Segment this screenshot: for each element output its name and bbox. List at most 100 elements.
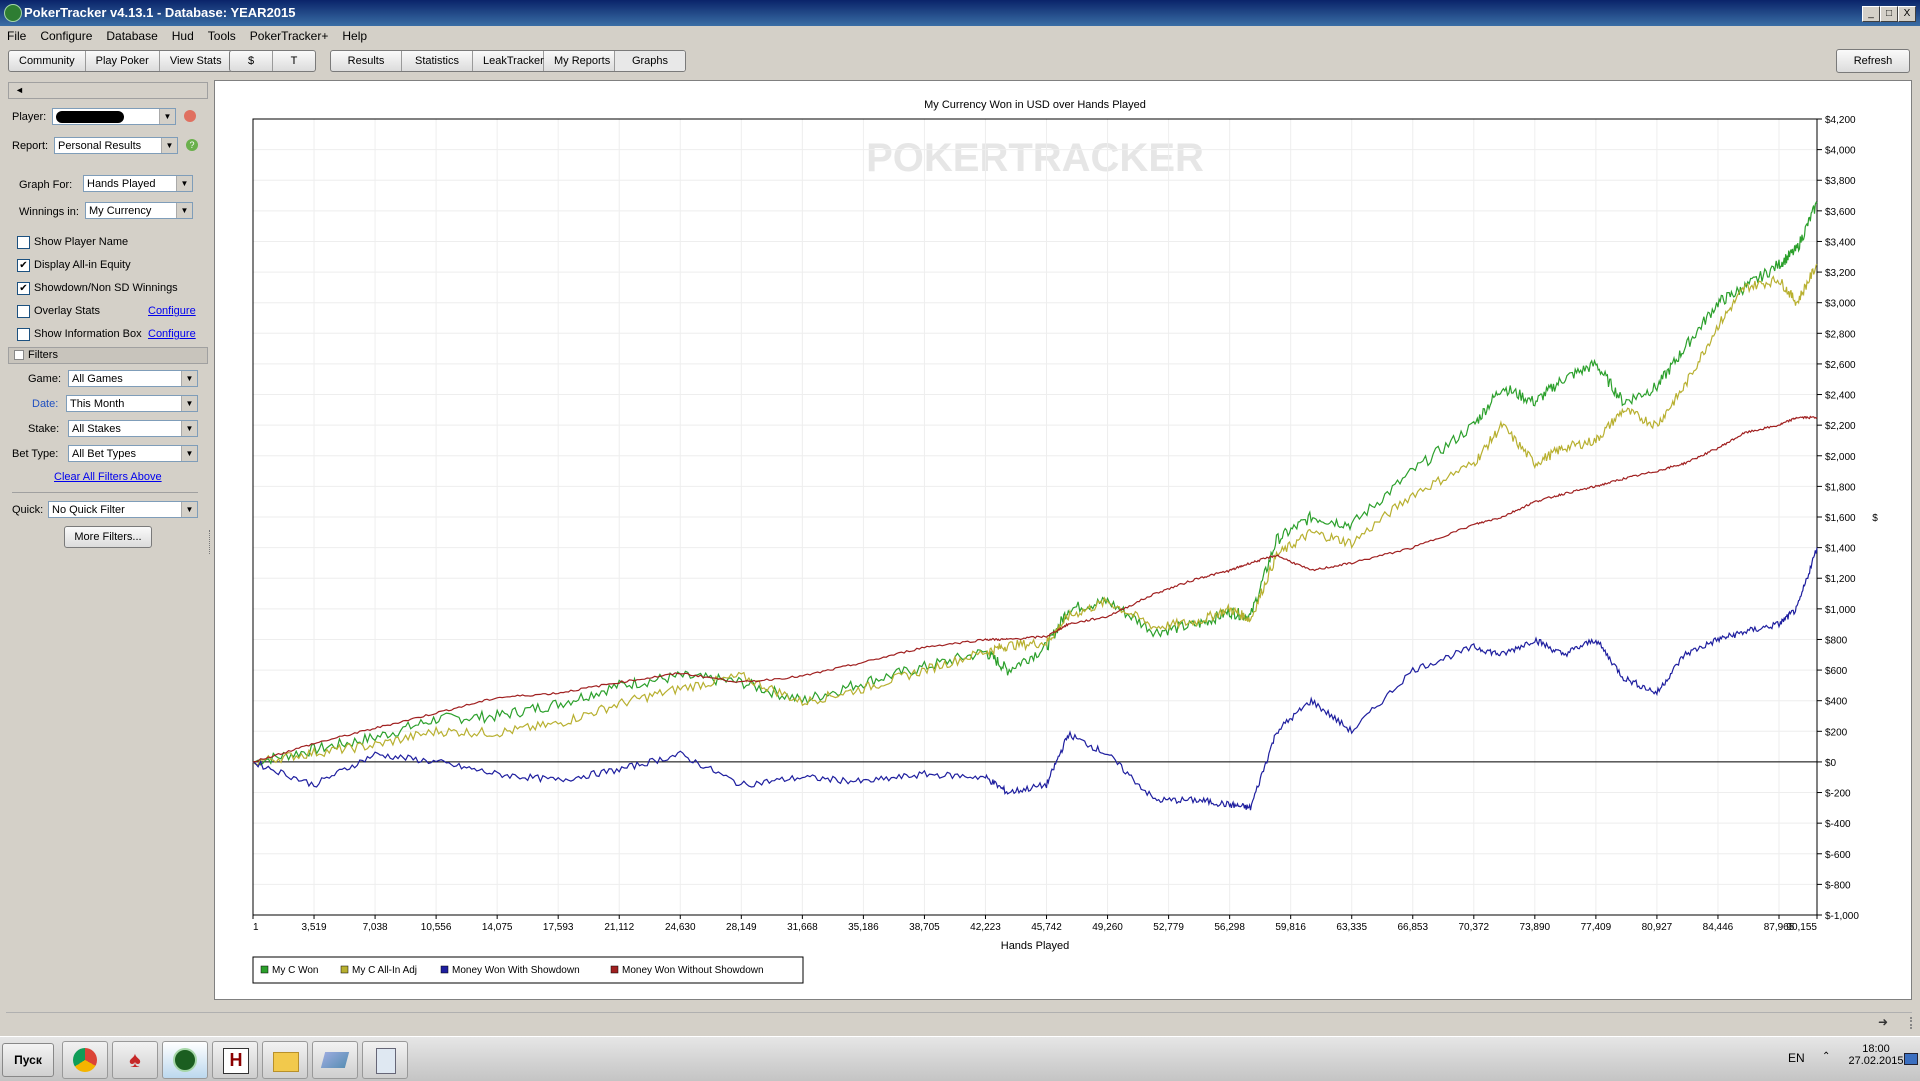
- graph-for-select[interactable]: Hands Played ▼: [83, 175, 193, 192]
- minimize-button[interactable]: _: [1862, 6, 1880, 22]
- graph-for-label: Graph For:: [19, 179, 73, 191]
- series-line-4: [252, 415, 1818, 763]
- show-info-box-checkbox[interactable]: [17, 328, 30, 341]
- panel-splitter-handle[interactable]: [209, 530, 212, 554]
- y-tick-label: $3,400: [1825, 237, 1856, 248]
- menu-configure[interactable]: Configure: [40, 29, 93, 43]
- report-tabs-group: Results Statistics LeakTracker My Report…: [330, 50, 686, 72]
- x-tick-label: 1: [253, 922, 259, 933]
- menu-tools[interactable]: Tools: [207, 29, 236, 43]
- status-bar: ➜: [6, 1012, 1912, 1033]
- chevron-down-icon[interactable]: ▼: [181, 502, 197, 517]
- refresh-button[interactable]: Refresh: [1836, 49, 1910, 73]
- bet-type-filter-select[interactable]: All Bet Types ▼: [68, 445, 198, 462]
- divider: [12, 492, 198, 493]
- date-filter-label: Date:: [32, 398, 59, 410]
- calculator-app-button[interactable]: [362, 1041, 408, 1079]
- chevron-down-icon[interactable]: ▼: [181, 371, 197, 386]
- tab-graphs[interactable]: Graphs: [615, 51, 685, 71]
- tournament-mode-button[interactable]: T: [290, 55, 298, 67]
- player-icon[interactable]: [184, 110, 196, 122]
- y-tick-label: $3,000: [1825, 299, 1856, 310]
- menu-file[interactable]: File: [7, 29, 27, 43]
- x-tick-label: 56,298: [1214, 922, 1245, 933]
- y-tick-label: $4,200: [1825, 115, 1856, 126]
- panel-collapse-bar[interactable]: ◄: [8, 82, 208, 99]
- game-filter-select[interactable]: All Games ▼: [68, 370, 198, 387]
- help-icon[interactable]: ?: [186, 139, 198, 151]
- close-button[interactable]: X: [1898, 6, 1916, 22]
- explorer-app-button[interactable]: [262, 1041, 308, 1079]
- stake-filter-label: Stake:: [28, 423, 60, 435]
- title-bar[interactable]: PokerTracker v4.13.1 - Database: YEAR201…: [0, 0, 1920, 26]
- pokerstars-app-button[interactable]: ♠: [112, 1041, 158, 1079]
- menu-pokertracker-plus[interactable]: PokerTracker+: [249, 29, 329, 43]
- x-tick-label: 10,556: [421, 922, 452, 933]
- start-button[interactable]: Пуск: [2, 1043, 54, 1077]
- cash-mode-button[interactable]: $: [230, 51, 273, 71]
- holdemmanager-app-button[interactable]: H: [212, 1041, 258, 1079]
- stake-filter-select[interactable]: All Stakes ▼: [68, 420, 198, 437]
- menu-hud[interactable]: Hud: [171, 29, 194, 43]
- maximize-button[interactable]: □: [1880, 6, 1898, 22]
- clear-filters-link[interactable]: Clear All Filters Above: [54, 471, 162, 483]
- chevron-down-icon[interactable]: ▼: [159, 109, 175, 124]
- chevron-down-icon[interactable]: ▼: [161, 138, 177, 153]
- show-desktop-icon[interactable]: [1904, 1053, 1918, 1065]
- show-player-name-checkbox[interactable]: [17, 236, 30, 249]
- overlay-stats-checkbox[interactable]: [17, 305, 30, 318]
- y-tick-label: $-800: [1825, 880, 1851, 891]
- showdown-winnings-checkbox[interactable]: ✔: [17, 282, 30, 295]
- y-tick-label: $4,000: [1825, 146, 1856, 157]
- x-tick-label: 63,335: [1336, 922, 1367, 933]
- x-tick-label: 66,853: [1397, 922, 1428, 933]
- eraser-app-button[interactable]: [312, 1041, 358, 1079]
- chrome-app-button[interactable]: [62, 1041, 108, 1079]
- tab-my-reports[interactable]: My Reports: [544, 51, 615, 71]
- x-tick-label: 70,372: [1459, 922, 1490, 933]
- y-tick-label: $1,600: [1825, 513, 1856, 524]
- x-tick-label: 24,630: [665, 922, 696, 933]
- overlay-stats-configure-link[interactable]: Configure: [148, 305, 196, 317]
- graph-panel: My Currency Won in USD over Hands Played…: [214, 80, 1912, 1000]
- chevron-down-icon[interactable]: ▼: [181, 446, 197, 461]
- filters-header[interactable]: Filters: [8, 347, 208, 364]
- play-poker-button[interactable]: Play Poker: [86, 51, 160, 71]
- scroll-right-arrow-icon[interactable]: ➜: [1878, 1015, 1889, 1029]
- chevron-down-icon[interactable]: ▼: [181, 421, 197, 436]
- pokertracker-app-button[interactable]: [162, 1041, 208, 1079]
- menu-help[interactable]: Help: [342, 29, 368, 43]
- player-select[interactable]: ▼: [52, 108, 176, 125]
- collapse-arrow-icon[interactable]: ◄: [15, 85, 24, 95]
- y-tick-label: $2,000: [1825, 452, 1856, 463]
- language-indicator[interactable]: EN: [1788, 1051, 1805, 1065]
- tab-statistics[interactable]: Statistics: [402, 51, 473, 71]
- y-axis-label: $: [1872, 513, 1878, 524]
- menu-database[interactable]: Database: [106, 29, 158, 43]
- display-allin-equity-checkbox[interactable]: ✔: [17, 259, 30, 272]
- report-label: Report:: [12, 140, 49, 152]
- x-tick-label: 35,186: [848, 922, 879, 933]
- quick-filter-select[interactable]: No Quick Filter ▼: [48, 501, 198, 518]
- results-graph[interactable]: My Currency Won in USD over Hands Played…: [215, 81, 1911, 999]
- more-filters-button[interactable]: More Filters...: [64, 526, 152, 548]
- collapse-toggle-icon[interactable]: [14, 350, 24, 361]
- chevron-down-icon[interactable]: ▼: [176, 203, 192, 218]
- start-button-label: Пуск: [14, 1053, 42, 1067]
- calculator-icon: [376, 1048, 396, 1074]
- chevron-down-icon[interactable]: ▼: [181, 396, 197, 411]
- tab-leaktracker[interactable]: LeakTracker: [473, 51, 544, 71]
- community-button[interactable]: Community: [9, 51, 86, 71]
- y-tick-label: $1,000: [1825, 605, 1856, 616]
- clock[interactable]: 18:00 27.02.2015: [1846, 1043, 1906, 1067]
- tab-results[interactable]: Results: [331, 51, 402, 71]
- view-stats-button[interactable]: View Stats: [169, 55, 222, 67]
- winnings-in-select[interactable]: My Currency ▼: [85, 202, 193, 219]
- quick-filter-value: No Quick Filter: [52, 504, 125, 516]
- tray-expand-icon[interactable]: ⌃: [1822, 1051, 1831, 1062]
- show-info-box-configure-link[interactable]: Configure: [148, 328, 196, 340]
- report-select[interactable]: Personal Results ▼: [54, 137, 178, 154]
- chevron-down-icon[interactable]: ▼: [176, 176, 192, 191]
- date-filter-select[interactable]: This Month ▼: [66, 395, 198, 412]
- resize-grip-icon[interactable]: [1900, 1017, 1912, 1029]
